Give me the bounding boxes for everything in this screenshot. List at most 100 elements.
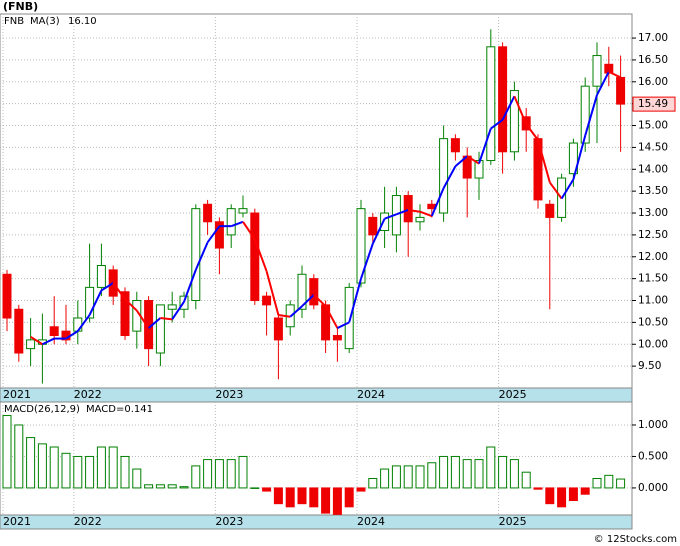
y-tick-label: 10.00 bbox=[638, 338, 668, 350]
candle-body bbox=[545, 203, 555, 218]
ma-segment bbox=[596, 71, 610, 96]
ma-segment bbox=[419, 210, 433, 218]
candle-body bbox=[356, 208, 366, 284]
y-tick-label: 14.50 bbox=[638, 141, 668, 153]
y-tick-label: 12.50 bbox=[638, 229, 668, 241]
legend-value: 16.10 bbox=[68, 16, 97, 27]
candle-body bbox=[2, 273, 12, 319]
ma-segment bbox=[454, 155, 468, 167]
price-panel bbox=[0, 13, 633, 389]
ma-segment bbox=[490, 119, 504, 130]
candle-body bbox=[498, 46, 508, 153]
ma-segment bbox=[183, 269, 197, 303]
y-tick-label: 16.00 bbox=[638, 76, 668, 88]
macd-bar bbox=[509, 459, 519, 489]
x-tick-label: 2022 bbox=[74, 388, 102, 401]
candle-body bbox=[344, 286, 354, 350]
ma-segment bbox=[384, 213, 397, 220]
candle-body bbox=[214, 221, 224, 249]
macd-bar bbox=[309, 487, 319, 508]
macd-bar bbox=[450, 455, 460, 489]
macd-bar bbox=[391, 465, 401, 489]
y-tick-label: 11.50 bbox=[638, 273, 668, 285]
x-tick-label: 2024 bbox=[357, 515, 385, 528]
candle-body bbox=[14, 308, 24, 354]
candle-body bbox=[380, 212, 390, 232]
y-tick-label: 1.000 bbox=[638, 419, 668, 431]
ma-segment bbox=[608, 70, 622, 79]
macd-bar bbox=[273, 487, 283, 505]
ma-segment bbox=[478, 128, 492, 164]
y-tick-label: 17.00 bbox=[638, 32, 668, 44]
macd-bar bbox=[415, 465, 425, 489]
candle-body bbox=[403, 195, 413, 223]
macd-bar bbox=[49, 446, 59, 489]
macd-bar bbox=[604, 474, 614, 489]
x-tick-label: 2021 bbox=[3, 388, 31, 401]
legend-label: MA(3) bbox=[30, 16, 60, 27]
macd-bar bbox=[545, 487, 555, 505]
candle-body bbox=[450, 138, 460, 153]
macd-bar bbox=[592, 477, 602, 489]
candle-body bbox=[616, 76, 626, 105]
ma-segment bbox=[253, 238, 268, 272]
ma-segment bbox=[112, 282, 126, 300]
candle-body bbox=[415, 216, 425, 223]
macd-bar bbox=[297, 487, 307, 505]
ma-segment bbox=[348, 278, 362, 323]
ma-segment bbox=[537, 139, 551, 183]
candle-body bbox=[155, 304, 165, 354]
y-tick-label: 11.00 bbox=[638, 295, 668, 307]
ma-segment bbox=[289, 305, 303, 318]
macd-bar bbox=[238, 455, 248, 489]
candle-body bbox=[273, 317, 283, 341]
ma-segment bbox=[548, 181, 563, 200]
macd-bar bbox=[167, 484, 177, 489]
macd-bar bbox=[403, 465, 413, 489]
macd-bar bbox=[191, 465, 201, 489]
ma-segment bbox=[30, 335, 43, 346]
ma-segment bbox=[371, 218, 386, 245]
macd-bar bbox=[214, 459, 224, 489]
macd-bar bbox=[14, 424, 24, 489]
ma-segment bbox=[230, 220, 244, 228]
candle-body bbox=[309, 278, 319, 306]
macd-bar bbox=[203, 459, 213, 489]
macd-bar bbox=[96, 446, 106, 489]
legend-value: MACD=0.141 bbox=[86, 404, 153, 415]
candle-body bbox=[226, 208, 236, 236]
ma-segment bbox=[442, 165, 457, 189]
ma-segment bbox=[336, 321, 350, 329]
macd-bar bbox=[2, 415, 12, 489]
macd-bar bbox=[616, 478, 626, 489]
ma-segment bbox=[360, 243, 374, 279]
candle-body bbox=[262, 295, 272, 306]
macd-bar bbox=[533, 487, 543, 490]
macd-bar bbox=[486, 446, 496, 489]
macd-bar bbox=[179, 486, 189, 489]
macd-bar bbox=[285, 487, 295, 508]
ma-segment bbox=[160, 317, 173, 321]
ma-segment bbox=[396, 209, 409, 216]
macd-bar bbox=[580, 487, 590, 495]
y-tick-label: 16.50 bbox=[638, 54, 668, 66]
candle-body bbox=[568, 142, 578, 175]
ma-segment bbox=[560, 178, 575, 200]
candle-body bbox=[368, 216, 378, 236]
macd-bar bbox=[427, 462, 437, 489]
macd-bar bbox=[321, 487, 331, 514]
macd-bar bbox=[498, 455, 508, 489]
macd-bar bbox=[380, 468, 390, 489]
candle-body bbox=[332, 335, 342, 341]
y-tick-label: 12.00 bbox=[638, 251, 668, 263]
ma-segment bbox=[278, 313, 291, 318]
legend-label: FNB bbox=[4, 16, 24, 27]
candle-body bbox=[167, 304, 177, 310]
x-tick-label: 2023 bbox=[215, 515, 243, 528]
x-tick-label: 2025 bbox=[499, 515, 527, 528]
ma-segment bbox=[194, 241, 209, 271]
candle-body bbox=[26, 339, 36, 350]
footer: © 12Stocks.com bbox=[594, 534, 677, 545]
ma-segment bbox=[76, 314, 91, 332]
